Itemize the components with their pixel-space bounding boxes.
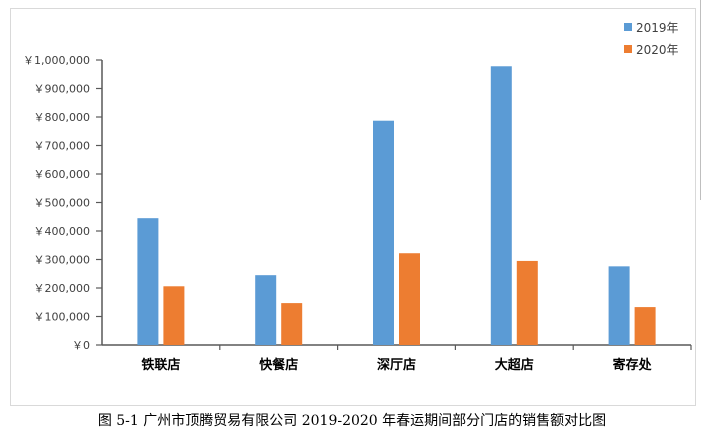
y-tick-label: ￥300,000 [34,254,91,267]
y-tick-label: ￥900,000 [34,83,91,96]
bar-2020 [281,303,303,345]
bar-2020 [516,260,538,345]
y-tick-label: ￥500,000 [34,197,91,210]
y-tick-label: ￥0 [72,339,90,352]
x-category-label: 大超店 [495,357,534,373]
y-tick-label: ￥600,000 [34,168,91,181]
bar-2019 [255,275,277,345]
legend-label: 2019年 [636,21,679,35]
figure-caption: 图 5-1 广州市顶腾贸易有限公司 2019-2020 年春运期间部分门店的销售… [97,413,607,429]
page-edge-line [700,0,701,200]
x-axis-labels: 铁联店 快餐店 深厅店 大超店 寄存处 [140,345,692,373]
y-tick-label: ￥200,000 [34,282,91,295]
bar-2019 [137,218,159,345]
sales-comparison-chart: ￥0 ￥100,000 ￥200,000 ￥300,000 ￥400,000 ￥500,0… [23,21,692,373]
legend-swatch [624,23,632,31]
y-tick-label: ￥700,000 [34,140,91,153]
x-category-label: 铁联店 [140,357,180,373]
x-category-label: 快餐店 [259,357,298,373]
x-category-label: 寄存处 [613,357,653,373]
x-category-label: 深厅店 [377,357,416,373]
y-tick-label: ￥800,000 [34,111,91,124]
chart-bars [137,66,656,345]
y-tick-label: ￥400,000 [34,225,91,238]
y-tick-label: ￥100,000 [34,311,91,324]
bar-2020 [634,307,656,345]
bar-2019 [373,120,394,345]
bar-2020 [399,253,420,345]
y-axis-ticks: ￥0 ￥100,000 ￥200,000 ￥300,000 ￥400,000 ￥500,0… [23,54,102,352]
chart-legend: 2019年 2020年 [624,21,679,57]
bar-2020 [163,286,185,345]
chart-frame: ￥0 ￥100,000 ￥200,000 ￥300,000 ￥400,000 ￥500,0… [10,8,696,406]
bar-2019 [608,266,630,345]
legend-label: 2020年 [636,43,679,57]
bar-2019 [490,66,512,345]
legend-swatch [624,45,632,53]
y-tick-label: ￥1,000,000 [23,54,90,67]
chart-axes [101,60,691,346]
